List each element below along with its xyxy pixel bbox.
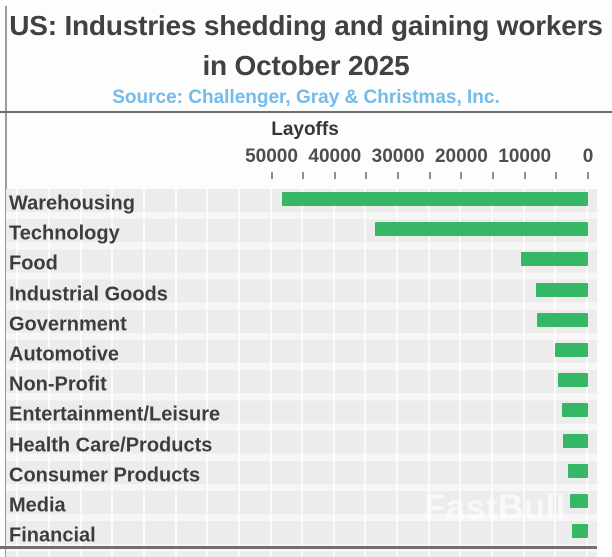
axis-tick-mark [270, 172, 273, 179]
gridline [16, 189, 19, 557]
category-label: Consumer Products [9, 464, 201, 487]
category-label: Government [9, 313, 127, 336]
gridline [237, 189, 240, 557]
chart-row: Consumer Products [6, 461, 597, 491]
axis-tick-mark [587, 172, 589, 179]
gridline [554, 189, 557, 557]
gridline [79, 189, 82, 557]
category-label: Industrial Goods [9, 283, 168, 306]
plot-area: Warehousing Technology Food Industrial Good… [6, 189, 597, 557]
axis-tick-mark [492, 172, 495, 179]
layoffs-bar [375, 222, 588, 237]
category-label: Automotive [9, 343, 119, 366]
chart-row: Food [6, 249, 597, 279]
chart-title: US: Industries shedding and gaining work… [6, 6, 606, 86]
layoffs-bar [282, 192, 588, 206]
chart-row: Entertainment/Leisure [6, 400, 597, 430]
gridline [427, 189, 430, 557]
chart-row: Warehousing [6, 189, 597, 219]
axis-tick-mark [460, 172, 463, 179]
gridline [206, 189, 209, 557]
gridline [301, 189, 304, 557]
gridline [111, 189, 114, 557]
chart-row: Financial [6, 521, 597, 551]
axis-tick-mark [333, 172, 336, 179]
chart-title-line1: US: Industries shedding and gaining work… [9, 10, 603, 41]
chart-source: Source: Challenger, Gray & Christmas, In… [112, 87, 500, 108]
axis-tick-label: 50000 [245, 146, 298, 167]
chart-row: Media [6, 491, 597, 521]
category-label: Financial [9, 524, 96, 547]
axis-tick-mark [555, 172, 558, 179]
category-label: Warehousing [9, 192, 135, 215]
layoffs-bar [520, 252, 588, 267]
chart-row: Government [6, 310, 597, 340]
gridline [522, 189, 525, 557]
layoffs-bar [536, 282, 588, 297]
axis-tick-label: 0 [582, 146, 594, 167]
gridline [586, 189, 588, 557]
gridline [269, 189, 272, 557]
category-label: Media [9, 494, 66, 517]
bottom-axis-line [0, 546, 597, 549]
layoffs-bar [567, 463, 588, 478]
gridline [396, 189, 399, 557]
gridline [47, 189, 50, 557]
layoffs-bar [571, 524, 588, 539]
axis-tick-label: 20000 [434, 146, 488, 167]
chart-row: Industrial Goods [6, 280, 597, 310]
axis-tick-label: 10000 [498, 146, 552, 167]
category-label: Non-Profit [9, 373, 107, 396]
axis-tick-mark [428, 172, 431, 179]
gridline [491, 189, 494, 557]
layoffs-bar [563, 433, 588, 448]
gridline [142, 189, 145, 557]
axis-tick-label: 30000 [371, 146, 425, 167]
axis-tick-mark [397, 172, 400, 179]
axis-title: Layoffs [271, 119, 339, 140]
gridline [174, 189, 177, 557]
gridline [459, 189, 462, 557]
layoffs-bar [557, 373, 588, 388]
axis-tick-label: 40000 [308, 146, 362, 167]
layoffs-bar [555, 342, 588, 357]
axis-tick-mark [302, 172, 305, 179]
category-label: Entertainment/Leisure [9, 403, 221, 426]
chart-row: Health Care/Products [6, 431, 597, 461]
layoffs-bar [537, 312, 588, 327]
gridline [364, 189, 367, 557]
category-label: Health Care/Products [9, 434, 213, 457]
axis-tick-mark [523, 172, 526, 179]
chart-row: Automotive [6, 340, 597, 370]
chart-row: Technology [6, 219, 597, 249]
axis-tick-mark [365, 172, 368, 179]
watermark: FastBull [424, 488, 567, 527]
layoffs-bar [562, 403, 588, 418]
category-label: Food [9, 252, 58, 275]
layoffs-bar [570, 493, 588, 508]
gridline [332, 189, 335, 557]
header-divider [0, 111, 612, 113]
chart-row: Non-Profit [6, 370, 597, 400]
chart-title-line2: in October 2025 [202, 50, 410, 81]
category-label: Technology [9, 222, 120, 245]
